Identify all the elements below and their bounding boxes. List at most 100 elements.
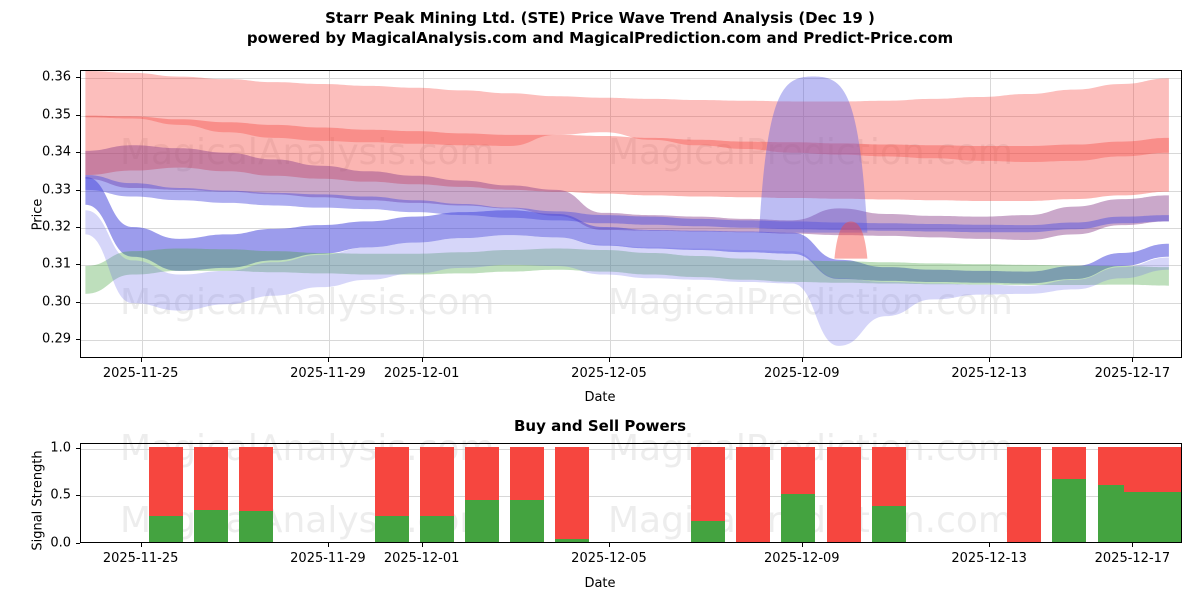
y-tick-label: 0.34 [42,144,71,160]
signal-bar [194,446,229,542]
signal-bar [1154,446,1181,542]
buy-power-segment [194,509,229,542]
y-tick-mark [76,264,80,266]
x-tick-mark [140,358,142,362]
x-tick-mark [1132,543,1134,547]
price-wave-bands [85,71,1169,346]
signal-bar [826,446,861,542]
gridline [609,71,611,357]
buy-power-segment [1154,491,1181,542]
gridline [81,302,1181,304]
y-tick-label: 0.5 [50,487,71,503]
y-tick-mark [76,447,80,449]
x-tick-mark [801,358,803,362]
y-tick-mark [76,114,80,116]
band-mid-red-upper [85,115,1169,202]
band-blue-upper-band [85,175,1169,233]
buy-sell-powers-title: Buy and Sell Powers [513,417,686,435]
gridline [81,190,1181,192]
band-blue-spike-upper [759,76,868,233]
y-tick-label: 0.35 [42,107,71,123]
x-tick-label: 2025-12-09 [764,366,840,381]
y-tick-mark [76,77,80,79]
gridline [422,71,424,357]
buy-sell-y-axis-label: Signal Strength [30,450,46,551]
signal-bar [781,446,816,542]
gridline [990,71,992,357]
x-tick-label: 2025-12-17 [1094,366,1171,381]
y-tick-label: 0.36 [42,69,71,85]
y-tick-mark [76,339,80,341]
signal-bar [239,446,274,542]
gridline [81,265,1181,267]
band-outer-red-upper [85,71,1169,163]
buy-sell-plot-area [80,443,1182,543]
x-tick-mark [801,543,803,547]
x-tick-mark [421,543,423,547]
y-tick-mark [76,495,80,497]
y-tick-mark [76,543,80,544]
x-tick-mark [327,358,329,362]
x-tick-label: 2025-12-17 [1094,551,1171,566]
signal-bar [736,446,771,542]
buy-power-segment [374,516,409,542]
gridline [1133,71,1135,357]
page-title: Starr Peak Mining Ltd. (STE) Price Wave … [0,8,1200,49]
buy-sell-x-axis-label: Date [584,576,616,591]
x-tick-label: 2025-11-29 [290,366,366,381]
y-tick-label: 0.30 [42,294,71,310]
x-tick-mark [608,543,610,547]
gridline [328,71,330,357]
band-red-spike-narrow [834,221,868,259]
x-tick-mark [1132,358,1134,362]
signal-bar [148,446,183,542]
x-tick-mark [327,543,329,547]
gridline [81,228,1181,230]
y-tick-label: 0.0 [50,535,71,551]
band-purple-main-band [85,145,1169,240]
signal-bar [1124,446,1159,542]
price-wave-plot-area [80,70,1182,358]
y-tick-label: 0.33 [42,182,71,198]
signal-bar [374,446,409,542]
gridline [802,71,804,357]
buy-power-segment [510,500,545,542]
title-line-1: Starr Peak Mining Ltd. (STE) Price Wave … [325,9,875,27]
x-tick-label: 2025-12-05 [571,551,647,566]
sell-power-segment [1007,446,1042,542]
y-tick-label: 0.31 [42,256,71,272]
sell-power-segment [736,446,771,542]
x-tick-mark [608,358,610,362]
x-tick-label: 2025-11-25 [102,366,179,381]
buy-power-segment [1052,479,1087,542]
y-tick-mark [76,152,80,154]
x-tick-label: 2025-12-13 [951,551,1027,566]
x-tick-mark [421,358,423,362]
gridline [81,153,1181,155]
y-tick-label: 0.32 [42,219,71,235]
x-tick-mark [140,543,142,547]
x-tick-label: 2025-12-01 [383,551,460,566]
y-tick-mark [76,227,80,229]
signal-bar [419,446,454,542]
gridline [81,448,1181,450]
gridline [141,71,143,357]
gridline [81,115,1181,117]
y-tick-mark [76,189,80,191]
price-wave-x-axis-label: Date [584,390,616,405]
x-tick-mark [989,358,991,362]
sell-power-segment [555,446,590,542]
x-tick-label: 2025-12-09 [764,551,840,566]
signal-bar [465,446,500,542]
signal-bar [871,446,906,542]
x-tick-label: 2025-12-05 [571,366,647,381]
x-tick-label: 2025-11-25 [102,551,179,566]
buy-power-segment [691,521,726,542]
signal-bar [1007,446,1042,542]
x-tick-mark [989,543,991,547]
price-wave-y-axis-label: Price [30,198,46,231]
gridline [81,496,1181,498]
gridline [81,78,1181,80]
y-tick-mark [76,301,80,303]
